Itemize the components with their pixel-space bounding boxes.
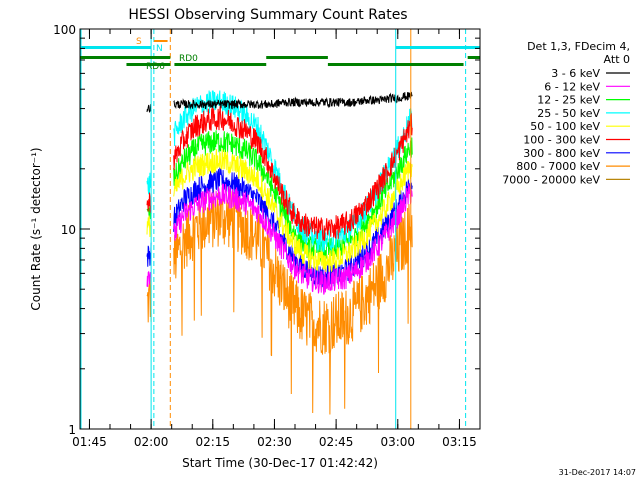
timestamp: 31-Dec-2017 14:07 — [559, 468, 636, 477]
flag-label-rd6: RD6 — [146, 62, 165, 72]
y-tick-label: 1 — [68, 423, 76, 437]
series-line — [146, 167, 413, 288]
y-axis-label: Count Rate (s⁻¹ detector⁻¹) — [29, 147, 43, 310]
x-tick-label: 02:15 — [195, 435, 230, 449]
flag-label-rd0: RD0 — [179, 54, 198, 64]
legend-label: 50 - 100 keV — [530, 120, 600, 133]
x-tick-label: 02:00 — [134, 435, 169, 449]
legend-label: 7000 - 20000 keV — [502, 173, 600, 186]
flag-bar — [80, 46, 152, 49]
legend-label: 25 - 50 keV — [537, 107, 600, 120]
legend-label: 100 - 300 keV — [523, 134, 600, 147]
flag-bar — [174, 63, 267, 66]
legend-header: Det 1,3, FDecim 4, — [527, 40, 630, 53]
x-tick-label: 03:00 — [380, 435, 415, 449]
legend-label: 6 - 12 keV — [544, 80, 600, 93]
legend-label: 3 - 6 keV — [551, 67, 600, 80]
y-tick-label: 10 — [61, 223, 76, 237]
flag-bar — [266, 56, 328, 59]
plot-area: S N RD0 RD6 — [80, 29, 480, 429]
flag-bar — [395, 46, 480, 49]
legend-label: 12 - 25 keV — [537, 94, 600, 107]
flag-label-n: N — [156, 44, 163, 54]
x-tick-label: 03:15 — [442, 435, 477, 449]
x-tick-label: 02:45 — [319, 435, 354, 449]
chart-title: HESSI Observing Summary Count Rates — [128, 7, 407, 23]
x-axis: 01:45 02:00 02:15 02:30 02:45 03:00 03:15 — [72, 29, 477, 449]
legend-label: 800 - 7000 keV — [516, 160, 600, 173]
x-tick-label: 01:45 — [72, 435, 107, 449]
series-line — [146, 105, 413, 241]
series-line — [146, 91, 413, 113]
y-axis: 1 10 100 — [53, 23, 480, 437]
flag-label-s: S — [136, 37, 142, 47]
flag-bar — [80, 56, 171, 59]
legend-label: 300 - 800 keV — [523, 147, 600, 160]
flag-bar — [467, 56, 480, 59]
x-axis-label: Start Time (30-Dec-17 01:42:42) — [182, 456, 378, 470]
x-tick-label: 02:30 — [257, 435, 292, 449]
series-line — [146, 149, 413, 273]
y-tick-label: 100 — [53, 23, 76, 37]
flag-bar — [327, 63, 464, 66]
flag-bar — [126, 63, 171, 66]
legend-header: Att 0 — [604, 53, 630, 66]
series-line — [146, 183, 413, 295]
flag-bar — [153, 40, 168, 42]
